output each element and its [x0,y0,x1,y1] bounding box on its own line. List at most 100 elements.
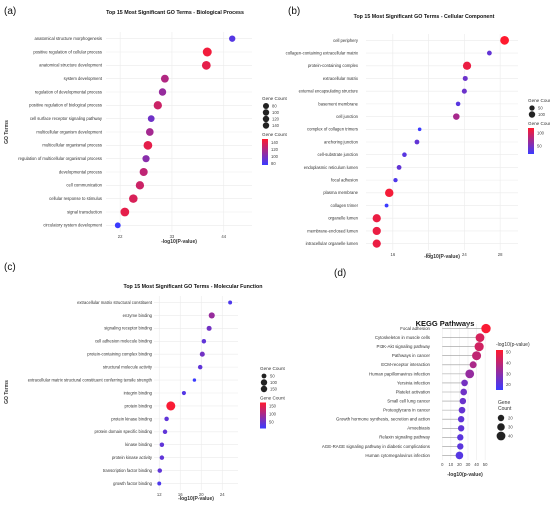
y-tick-label: regulation of developmental process [35,89,102,94]
x-tick-label: 28 [498,252,503,257]
color-legend-title: Gene Count [260,396,285,401]
color-legend-label: 20 [506,382,511,387]
data-point [462,61,472,70]
y-tick-label: Platelet activation [396,389,431,394]
data-point [465,369,475,379]
data-point [481,323,491,334]
y-tick-label: multicellular organismal process [42,143,102,148]
color-legend-label: 120 [271,147,279,152]
data-point [372,214,381,223]
size-legend-label: 150 [270,387,278,392]
size-legend-dot [262,122,270,129]
y-tick-label: protein-containing complex [308,63,359,68]
data-point [469,361,477,369]
data-point [455,101,461,107]
data-point [458,406,466,414]
y-tick-label: extracellular matrix structural constitu… [28,377,153,382]
y-axis-label: GO Terms [4,120,10,144]
size-legend-label: 50 [270,374,275,379]
size-legend-label: 120 [272,117,280,122]
y-tick-label: growth factor binding [113,481,153,486]
y-tick-label: AGE-RAGE signaling pathway in diabetic c… [322,444,431,449]
data-point [486,50,492,56]
y-tick-label: plasma membrane [323,190,358,195]
x-tick-label: 16 [390,252,395,257]
x-tick-label: 16 [178,492,183,497]
y-tick-label: positive regulation of biological proces… [29,103,102,108]
y-tick-label: protein binding [125,403,153,408]
color-legend-title: Gene Count [262,132,287,137]
y-tick-label: regulation of multicellular organismal p… [18,156,102,161]
y-tick-label: Relaxin signaling pathway [379,435,431,440]
color-legend-label: 50 [537,144,542,149]
data-point [143,140,153,150]
data-point [135,181,145,190]
y-tick-label: cell junction [336,114,359,119]
data-point [157,468,163,473]
size-legend-title: Gene Count [528,98,550,103]
color-legend-title: -log10(p-value) [496,342,530,348]
y-tick-label: multicellular organism development [36,129,102,134]
size-legend-dot [262,115,270,123]
data-point [475,333,485,342]
size-legend-label: 100 [272,110,280,115]
y-tick-label: cellular response to stimulus [49,196,102,201]
data-point [457,425,465,432]
data-point [384,203,389,208]
data-point [139,167,148,177]
y-tick-label: Human cytomegalovirus infection [365,453,430,458]
data-point [201,339,207,344]
data-point [197,364,203,370]
chart-title: Top 15 Most Significant GO Terms - Cellu… [354,14,495,20]
data-point [457,434,464,441]
panel-c-molecular-function: (c) Top 15 Most Significant GO Terms - Mo… [4,262,285,502]
data-point [457,416,465,423]
data-point [474,342,484,352]
data-point [201,60,211,70]
color-legend-label: 50 [506,350,511,355]
size-legend-label: 40 [508,434,513,439]
size-legend-dot [497,423,505,431]
y-tick-label: protein domain specific binding [95,429,153,434]
y-tick-label: kinase binding [125,442,152,447]
color-legend-label: 100 [537,131,545,136]
data-point [457,443,464,450]
y-tick-label: protein kinase activity [112,455,153,460]
y-axis-label: GO Terms [4,380,10,404]
size-legend-label: 100 [538,112,546,117]
data-point [157,481,162,486]
data-point [114,222,121,229]
y-tick-label: PI3K-Akt signaling pathway [377,344,431,349]
legend: Gene Count50100Gene Count10050 [528,98,550,154]
y-tick-label: cell-substrate junction [318,152,359,157]
data-point [166,401,176,411]
data-point [145,128,154,136]
y-tick-label: Growth hormone synthesis, secretion and … [336,417,431,422]
data-point [181,390,186,396]
color-legend-label: 50 [269,420,274,425]
data-point [142,155,150,163]
data-point [153,101,162,110]
color-bar [496,350,503,390]
y-tick-label: complex of collagen trimers [307,127,358,132]
size-legend-dot [529,105,535,111]
size-legend-label: 140 [272,123,280,128]
size-legend-dot [260,385,268,393]
size-legend-dot [262,102,270,110]
y-tick-label: Amoebiasis [407,426,430,431]
data-point [129,194,138,203]
y-tick-label: anatomical structure morphogenesis [35,36,103,41]
y-tick-label: extracellular matrix structural constitu… [77,300,153,305]
data-point [461,88,467,94]
x-tick-label: 33 [170,234,175,239]
y-tick-label: membrane-enclosed lumen [307,228,358,233]
data-point [208,312,215,319]
size-legend-dot [262,109,270,116]
size-legend-dot [261,373,267,379]
data-point [159,442,165,447]
panel-a-biological-process: (a) Top 15 Most Significant GO Terms - Bi… [4,6,287,245]
x-tick-label: 30 [466,462,471,467]
x-tick-label: 50 [483,462,488,467]
x-tick-label: 22 [118,234,123,239]
